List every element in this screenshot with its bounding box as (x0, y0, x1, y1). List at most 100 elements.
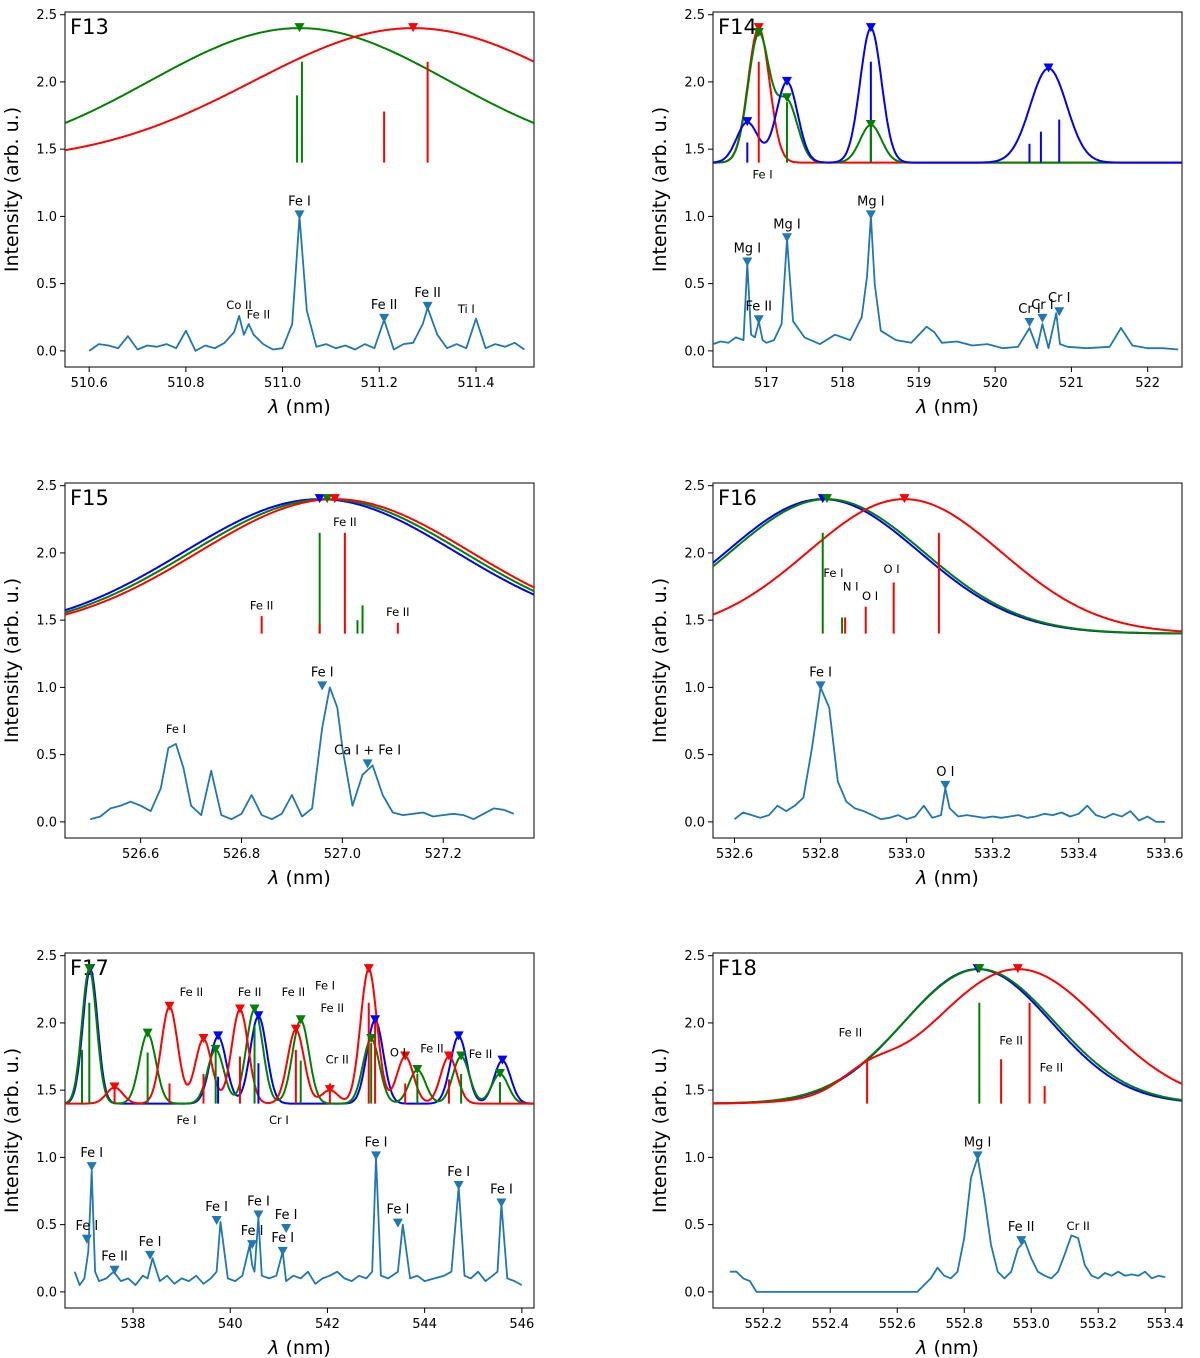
peak-marker (379, 313, 390, 323)
x-tick-label: 510.6 (71, 376, 108, 391)
stick-label: Cr I (269, 1113, 289, 1127)
envelope-peak-marker (322, 494, 333, 504)
stick-label: Fe II (420, 1042, 444, 1056)
stick-label: Fe II (469, 1047, 493, 1061)
envelope-peak-marker (210, 1044, 221, 1054)
stick-label: Fe II (333, 515, 357, 529)
envelope-peak-marker (974, 964, 985, 974)
y-axis-label: Intensity (arb. u.) (1, 578, 23, 743)
peak-marker (496, 1198, 507, 1208)
x-tick-label: 519 (906, 376, 931, 391)
y-tick-label: 0.5 (36, 1218, 57, 1233)
y-tick-label: 0.5 (684, 748, 705, 763)
stick-label: Fe II (238, 985, 262, 999)
peak-marker (1016, 1236, 1027, 1246)
x-tick-label: 553.0 (1013, 1317, 1050, 1332)
stick-label: O I (390, 1046, 406, 1060)
peak-label: Fe II (1008, 1220, 1035, 1235)
x-tick-label: 511.4 (457, 376, 494, 391)
envelope-peak-marker (408, 23, 419, 33)
y-tick-label: 2.5 (684, 8, 705, 23)
x-tick-label: 533.2 (974, 847, 1011, 862)
peak-label: Mg I (857, 194, 884, 209)
panel-f14: 517 518 519 520 521 522 0.0 0.5 1.0 1.5 2.0 2.5 Inte… (649, 8, 1183, 418)
panel-title: F14 (718, 15, 757, 39)
peak-marker (294, 210, 305, 220)
envelope-peak-marker (781, 76, 792, 86)
envelope-peak-marker (753, 23, 764, 33)
stick-label: Fe I (753, 168, 773, 182)
envelope-peak-marker (822, 494, 833, 504)
peak-marker (1024, 317, 1035, 327)
y-axis-label: Intensity (arb. u.) (649, 1048, 671, 1213)
peak-label: O I (936, 765, 954, 780)
panel-f18: 552.2 552.4 552.6 552.8 553.0 553.2 553.4 0.0 0.… (649, 949, 1184, 1358)
y-tick-label: 1.5 (36, 1084, 57, 1099)
x-tick-label: 552.6 (879, 1317, 916, 1332)
y-tick-label: 0.5 (684, 277, 705, 292)
x-tick-label: 542 (315, 1317, 340, 1332)
stick-label: Fe II (321, 1001, 345, 1015)
peak-label: Mg I (964, 1135, 991, 1150)
x-tick-label: 552.2 (745, 1317, 782, 1332)
stick-label: Fe II (180, 985, 204, 999)
y-tick-label: 2.5 (36, 479, 57, 494)
peak-marker (781, 233, 792, 243)
y-tick-label: 2.0 (684, 1016, 705, 1031)
envelope-red (713, 498, 1182, 633)
axes-frame (712, 11, 1183, 368)
envelope-peak-marker (753, 28, 764, 38)
stick-label: Fe II (386, 605, 410, 619)
spectrum-line (733, 686, 1165, 823)
envelope-peak-marker (865, 23, 876, 33)
y-tick-label: 2.0 (684, 75, 705, 90)
axes-frame (712, 952, 1183, 1309)
envelope-peak-marker (497, 1055, 508, 1065)
x-tick-label: 518 (830, 376, 855, 391)
y-axis-label: Intensity (arb. u.) (649, 578, 671, 743)
y-tick-label: 0.0 (684, 344, 705, 359)
peak-marker (281, 1224, 292, 1234)
x-tick-label: 517 (754, 376, 779, 391)
envelope-green (65, 498, 534, 614)
envelope-peak-marker (865, 119, 876, 129)
spectrum-line (729, 1156, 1166, 1293)
axes-frame (64, 952, 535, 1309)
envelope-peak-marker (366, 1034, 377, 1044)
x-axis-label: λ (nm) (915, 396, 979, 418)
line-annotation: Co II (226, 298, 252, 312)
x-tick-label: 544 (412, 1317, 437, 1332)
peak-label: Mg I (734, 241, 761, 256)
peak-label: Cr I (1018, 302, 1040, 317)
peak-marker (317, 681, 328, 691)
x-axis-label: λ (nm) (915, 1337, 979, 1358)
line-annotation: Ti I (457, 302, 475, 316)
x-tick-label: 527.2 (425, 847, 462, 862)
panel-title: F15 (70, 486, 109, 510)
line-annotation: Fe II (247, 308, 271, 322)
envelope-red (713, 968, 1182, 1105)
stick-label: Fe I (823, 566, 843, 580)
envelope-peak-marker (213, 1031, 224, 1041)
y-tick-label: 2.0 (36, 546, 57, 561)
x-axis-label: λ (nm) (267, 1337, 331, 1358)
peak-label: Cr I (1031, 298, 1053, 313)
envelope-green (65, 27, 534, 125)
peak-label: Fe I (247, 1195, 270, 1210)
peak-marker (753, 315, 764, 325)
x-tick-label: 532.6 (716, 847, 753, 862)
y-tick-label: 1.0 (36, 210, 57, 225)
y-tick-label: 1.0 (684, 210, 705, 225)
y-tick-label: 2.0 (36, 1016, 57, 1031)
envelope-peak-marker (742, 117, 753, 127)
peak-label: Cr I (1048, 291, 1070, 306)
envelope-green (713, 31, 1182, 164)
envelope-peak-marker (324, 1085, 335, 1095)
panel-f15: 526.6 526.8 527.0 527.2 0.0 0.5 1.0 1.5 2.0 2.5 In… (1, 479, 535, 889)
y-tick-label: 2.0 (36, 75, 57, 90)
peak-marker (145, 1250, 156, 1260)
panel-title: F18 (718, 956, 757, 980)
spectrum-line (89, 686, 515, 821)
envelope-peak-marker (453, 1031, 464, 1041)
panel-title: F13 (70, 15, 109, 39)
